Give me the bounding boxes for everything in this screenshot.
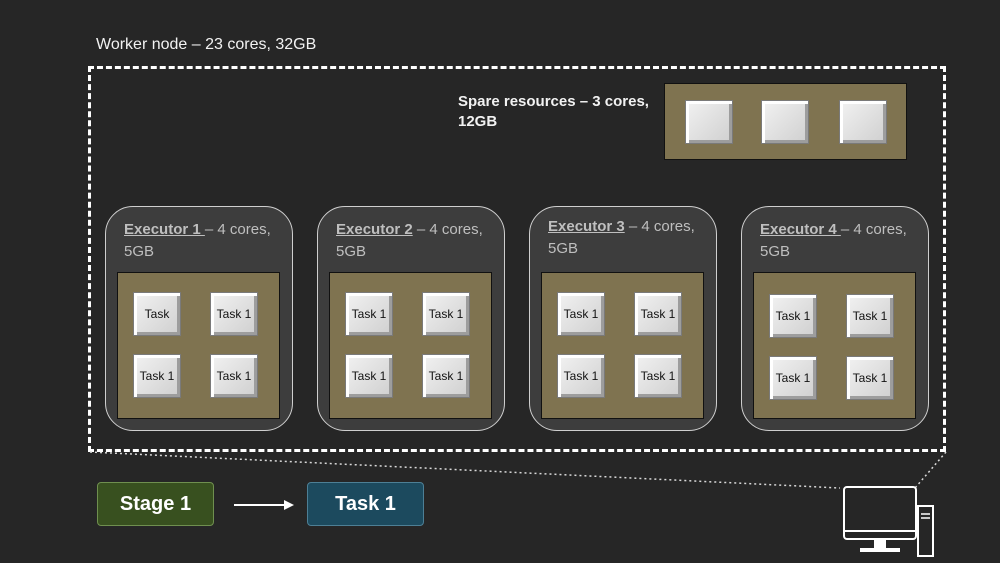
executor-4: Executor 4 – 4 cores, 5GB Task 1 Task 1 … [741, 206, 929, 431]
executor-spec: – 4 cores, 5GB [124, 221, 271, 260]
task-slot: Task 1 [846, 294, 894, 338]
executor-name: Executor 2 [336, 221, 413, 238]
worker-node-boundary [88, 66, 946, 452]
task-slot: Task 1 [422, 354, 470, 398]
executor-name: Executor 4 [760, 221, 841, 238]
executor-label: Executor 2 – 4 cores, 5GB [336, 219, 501, 263]
executor-1: Executor 1 – 4 cores, 5GB Task Task 1 Ta… [105, 206, 293, 431]
task-slot: Task 1 [133, 354, 181, 398]
task-slot: Task 1 [557, 354, 605, 398]
task-slot: Task 1 [422, 292, 470, 336]
executor-2: Executor 2 – 4 cores, 5GB Task 1 Task 1 … [317, 206, 505, 431]
stage-box: Stage 1 [97, 482, 214, 526]
task-slot: Task 1 [769, 356, 817, 400]
executor-spec: – 4 cores, 5GB [548, 218, 695, 257]
executor-name: Executor 1 [124, 221, 205, 238]
task-box: Task 1 [307, 482, 424, 526]
spare-resources-label: Spare resources – 3 cores, 12GB [458, 93, 649, 130]
spare-resources-box [664, 83, 907, 160]
spare-core-slot [685, 100, 733, 144]
task-slot: Task 1 [557, 292, 605, 336]
task-slot: Task 1 [634, 354, 682, 398]
executor-spec: – 4 cores, 5GB [336, 221, 483, 260]
task-slot: Task 1 [345, 354, 393, 398]
right-arrow-icon [234, 500, 294, 510]
task-slot: Task 1 [769, 294, 817, 338]
executor-name: Executor 3 [548, 218, 625, 235]
task-slot: Task 1 [345, 292, 393, 336]
executor-label: Executor 1 – 4 cores, 5GB [124, 219, 289, 263]
executor-label: Executor 4 – 4 cores, 5GB [760, 219, 925, 263]
executor-3: Executor 3 – 4 cores, 5GB Task 1 Task 1 … [529, 206, 717, 431]
executor-label: Executor 3 – 4 cores, 5GB [548, 216, 713, 260]
task-slot: Task 1 [210, 354, 258, 398]
spare-core-slot [761, 100, 809, 144]
task-slot: Task [133, 292, 181, 336]
executor-task-area: Task 1 Task 1 Task 1 Task 1 [329, 272, 492, 419]
executor-spec: – 4 cores, 5GB [760, 221, 907, 260]
task-slot: Task 1 [210, 292, 258, 336]
worker-node-title: Worker node – 23 cores, 32GB [96, 36, 317, 53]
executor-task-area: Task 1 Task 1 Task 1 Task 1 [753, 272, 916, 419]
spare-core-slot [839, 100, 887, 144]
task-slot: Task 1 [846, 356, 894, 400]
executor-task-area: Task 1 Task 1 Task 1 Task 1 [541, 272, 704, 419]
task-slot: Task 1 [634, 292, 682, 336]
desktop-computer-icon [843, 486, 934, 557]
executor-task-area: Task Task 1 Task 1 Task 1 [117, 272, 280, 419]
